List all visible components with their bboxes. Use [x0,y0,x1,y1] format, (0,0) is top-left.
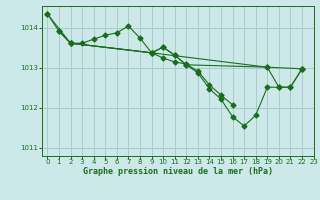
X-axis label: Graphe pression niveau de la mer (hPa): Graphe pression niveau de la mer (hPa) [83,167,273,176]
